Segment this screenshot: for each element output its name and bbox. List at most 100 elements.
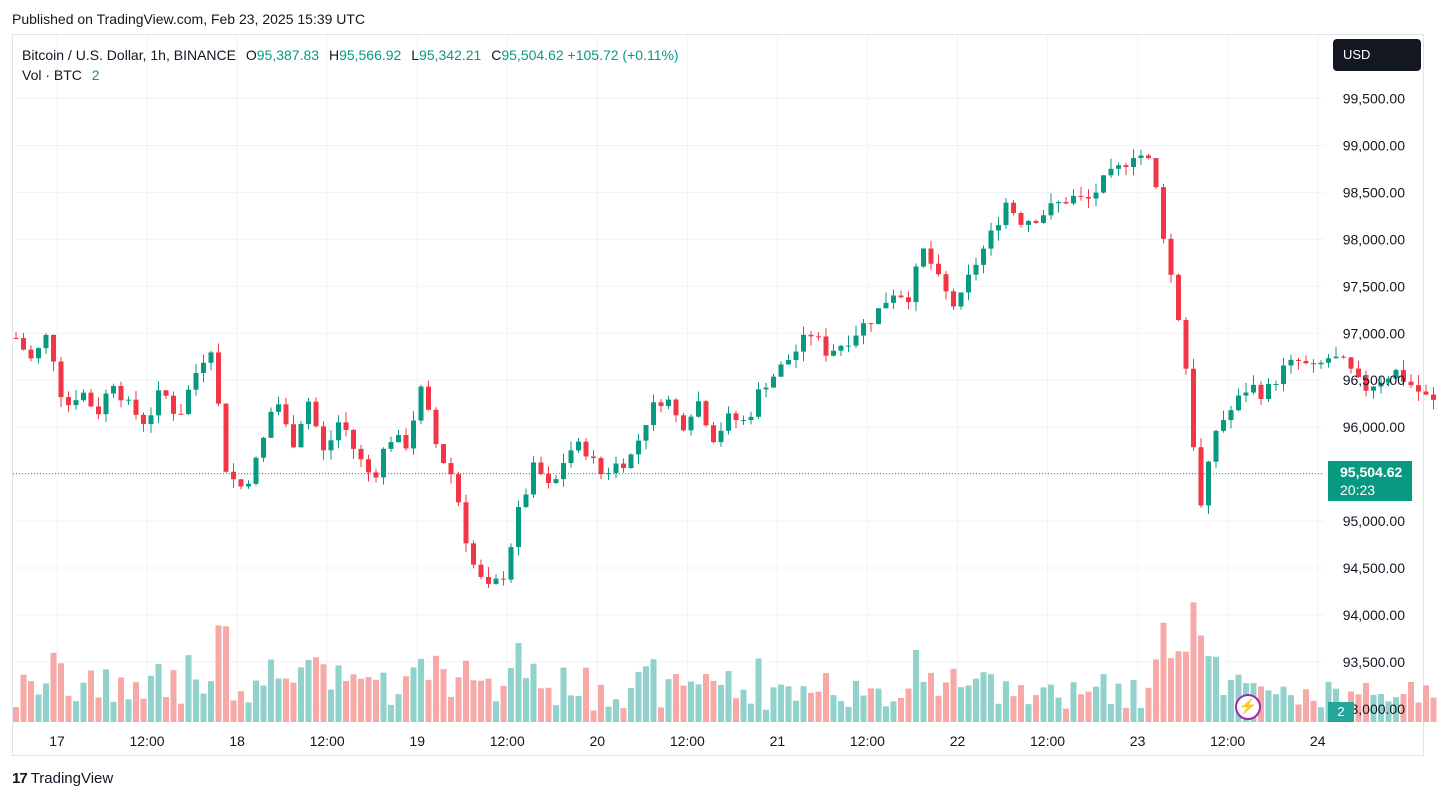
volume-bar — [478, 680, 484, 722]
volume-bar — [725, 671, 732, 722]
volume-bar — [283, 678, 289, 722]
volume-bar — [395, 694, 402, 722]
volume-bar — [185, 655, 192, 722]
x-tick-label: 20 — [590, 733, 606, 749]
candle-body — [501, 578, 506, 580]
candle-body — [1003, 202, 1009, 226]
candle-body — [246, 483, 251, 487]
volume-bar — [740, 689, 747, 722]
footer-brand[interactable]: 17 TradingView — [12, 770, 113, 787]
candle-body — [771, 376, 776, 388]
legend-ohlc-row: Bitcoin / U.S. Dollar, 1h, BINANCE O 95,3… — [22, 45, 679, 65]
volume-bar — [200, 693, 207, 722]
candle-body — [1378, 382, 1384, 387]
candle-countdown: 20:23 — [1340, 482, 1376, 498]
volume-bar — [1003, 681, 1009, 722]
candle-body — [1386, 378, 1391, 383]
candle-body — [1303, 360, 1309, 364]
volume-bar — [680, 685, 687, 722]
volume-bar — [1310, 700, 1317, 722]
volume-bar — [1220, 694, 1227, 722]
candle-body — [741, 419, 746, 421]
published-caption: Published on TradingView.com, Feb 23, 20… — [12, 11, 366, 27]
volume-bar — [335, 665, 342, 722]
volume-bar — [500, 685, 507, 722]
candle-body — [583, 441, 589, 457]
candle-body — [1071, 195, 1076, 204]
candle-body — [28, 349, 34, 359]
candle-body — [1146, 155, 1151, 159]
candle-body — [156, 390, 161, 416]
candle-body — [936, 263, 941, 275]
symbol-label[interactable]: Bitcoin / U.S. Dollar, 1h, BINANCE — [22, 47, 236, 63]
lightning-icon[interactable]: ⚡ — [1235, 694, 1261, 720]
x-tick-label: 24 — [1310, 733, 1326, 749]
volume-bar — [815, 691, 822, 722]
candle-body — [1056, 202, 1061, 204]
candle-body — [313, 401, 319, 427]
volume-bar — [718, 684, 724, 722]
open-label: O — [245, 47, 257, 63]
low-value: 95,342.21 — [419, 47, 482, 63]
candle-body — [321, 426, 326, 451]
volume-bar — [493, 701, 499, 722]
volume-bar — [778, 684, 784, 722]
change-value: +105.72 (+0.11%) — [567, 47, 679, 63]
candle-body — [1108, 168, 1114, 176]
candle-body — [1048, 203, 1054, 216]
candle-body — [366, 459, 371, 473]
y-tick-label: 95,000.00 — [1343, 513, 1405, 529]
volume-bar — [133, 682, 139, 722]
volume-bar — [1318, 707, 1324, 722]
candle-body — [373, 472, 379, 478]
legend-volume-row: Vol · BTC 2 — [22, 65, 679, 85]
volume-bar — [208, 681, 214, 722]
volume-bar — [403, 676, 409, 722]
volume-label[interactable]: Vol · BTC — [22, 67, 82, 83]
volume-bar — [275, 678, 282, 722]
volume-bar — [470, 680, 477, 722]
candle-body — [1363, 377, 1369, 391]
volume-bar — [1085, 691, 1092, 722]
candle-body — [516, 506, 521, 548]
volume-bar — [1400, 694, 1407, 722]
volume-bar — [110, 701, 117, 722]
candle-body — [726, 413, 731, 431]
candle-body — [51, 334, 56, 362]
candle-body — [1416, 385, 1421, 392]
candle-body — [831, 350, 836, 356]
candle-body — [703, 401, 709, 426]
candle-body — [688, 416, 694, 431]
candle-body — [1408, 381, 1414, 386]
volume-bar — [883, 706, 889, 722]
candle-body — [13, 337, 19, 339]
candle-body — [861, 323, 866, 336]
volume-bar — [373, 679, 379, 722]
volume-bar — [845, 706, 852, 722]
candle-body — [561, 463, 566, 480]
candle-body — [1041, 215, 1046, 223]
time-axis: 17 12:00 18 12:00 19 12:00 20 12:00 21 12:00 22 12:… — [49, 733, 1325, 749]
candle-body — [681, 415, 686, 431]
volume-bar — [43, 683, 49, 722]
volume-bar — [58, 663, 64, 722]
volume-bar — [1115, 683, 1122, 722]
candle-body — [1288, 359, 1294, 366]
candle-body — [358, 448, 364, 460]
candle-body — [381, 448, 386, 478]
volume-bar — [388, 704, 394, 722]
currency-button[interactable]: USD — [1333, 39, 1421, 71]
candle-body — [208, 352, 214, 363]
volume-badge: 2 — [1328, 702, 1354, 722]
volume-bar — [358, 678, 364, 722]
volume-bar — [935, 695, 942, 722]
volume-bar — [695, 684, 702, 722]
candle-body — [471, 543, 476, 565]
volume-bar — [1273, 694, 1279, 722]
candle-body — [73, 400, 79, 406]
candle-body — [1273, 384, 1279, 386]
candles — [13, 149, 1436, 588]
volume-bar — [508, 667, 514, 722]
candle-body — [36, 348, 41, 359]
